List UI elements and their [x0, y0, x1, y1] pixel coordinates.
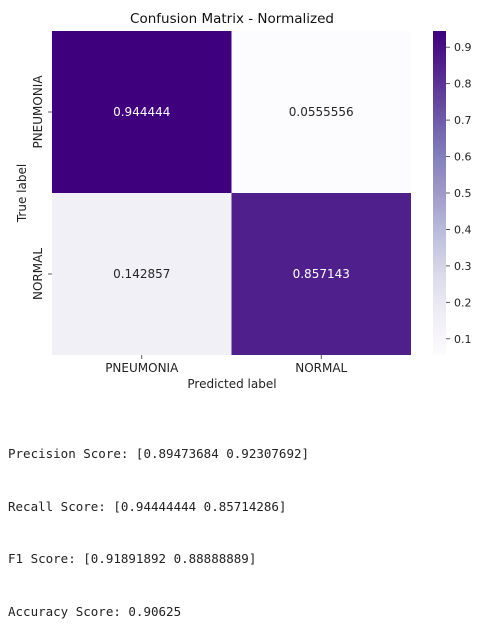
- recall-score: Recall Score: [0.94444444 0.85714286]: [8, 498, 287, 514]
- confusion-matrix-chart: Confusion Matrix - Normalized 0.944444 0.…: [15, 11, 472, 391]
- colorbar: [433, 31, 446, 355]
- y-axis-label: True label: [15, 164, 29, 223]
- heatmap-cell-labels: 0.944444 0.0555556 0.142857 0.857143: [113, 105, 354, 281]
- colorbar-tick-label: 0.9: [454, 41, 472, 54]
- heatmap-cell: [231, 31, 411, 193]
- precision-score: Precision Score: [0.89473684 0.92307692]: [8, 446, 310, 461]
- heatmap-cell-value: 0.944444: [113, 105, 170, 119]
- heatmap-cell-value: 0.142857: [113, 267, 170, 281]
- y-axis: PNEUMONIA NORMAL: [31, 75, 52, 300]
- y-tick-label: NORMAL: [31, 248, 45, 300]
- heatmap-cell-value: 0.0555556: [289, 105, 354, 119]
- heatmap-cell: [52, 193, 232, 355]
- x-tick-label: NORMAL: [295, 361, 347, 375]
- heatmap-cell-value: 0.857143: [293, 267, 350, 281]
- x-tick-label: PNEUMONIA: [105, 361, 179, 375]
- heatmap-cell: [231, 193, 411, 355]
- colorbar-tick-label: 0.4: [454, 223, 472, 236]
- colorbar-tick-label: 0.3: [454, 260, 472, 273]
- colorbar-tick-label: 0.5: [454, 187, 472, 200]
- colorbar-tick-label: 0.8: [454, 78, 472, 91]
- heatmap-cells: [52, 31, 411, 355]
- x-axis-label: Predicted label: [187, 377, 276, 391]
- accuracy-score: Accuracy Score: 0.90625: [8, 603, 182, 619]
- colorbar-ticks: 0.1 0.2 0.3 0.4 0.5 0.6 0.7 0.8 0.9: [446, 41, 472, 346]
- colorbar-tick-label: 0.2: [454, 296, 472, 309]
- x-axis: PNEUMONIA NORMAL: [105, 355, 348, 375]
- colorbar-tick-label: 0.1: [454, 333, 472, 346]
- y-tick-label: PNEUMONIA: [31, 75, 45, 149]
- chart-title: Confusion Matrix - Normalized: [130, 11, 334, 27]
- colorbar-tick-label: 0.6: [454, 151, 472, 164]
- metrics-output: Precision Score: [0.89473684 0.92307692]…: [8, 410, 309, 638]
- colorbar-tick-label: 0.7: [454, 114, 472, 127]
- heatmap-cell: [52, 31, 232, 193]
- f1-score: F1 Score: [0.91891892 0.88888889]: [8, 551, 257, 566]
